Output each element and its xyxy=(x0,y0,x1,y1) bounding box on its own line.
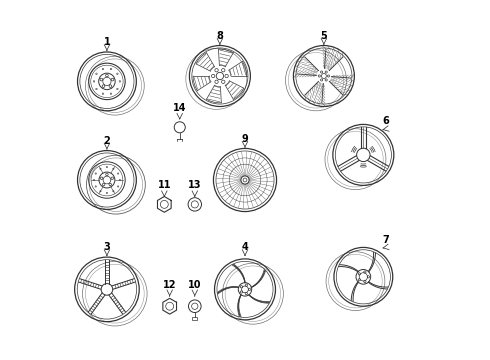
Text: 2: 2 xyxy=(103,136,110,146)
Text: 8: 8 xyxy=(217,31,223,41)
Text: 13: 13 xyxy=(188,180,201,190)
Text: 5: 5 xyxy=(320,31,327,41)
Text: 3: 3 xyxy=(103,242,110,252)
Text: 6: 6 xyxy=(383,116,390,126)
Text: 1: 1 xyxy=(103,37,110,47)
Text: 14: 14 xyxy=(173,103,187,113)
Text: 7: 7 xyxy=(383,235,390,244)
Text: 9: 9 xyxy=(242,134,248,144)
Text: 12: 12 xyxy=(163,280,176,291)
Text: 4: 4 xyxy=(242,242,248,252)
Bar xyxy=(193,317,197,320)
Text: 10: 10 xyxy=(188,280,201,291)
Text: 11: 11 xyxy=(158,180,171,190)
